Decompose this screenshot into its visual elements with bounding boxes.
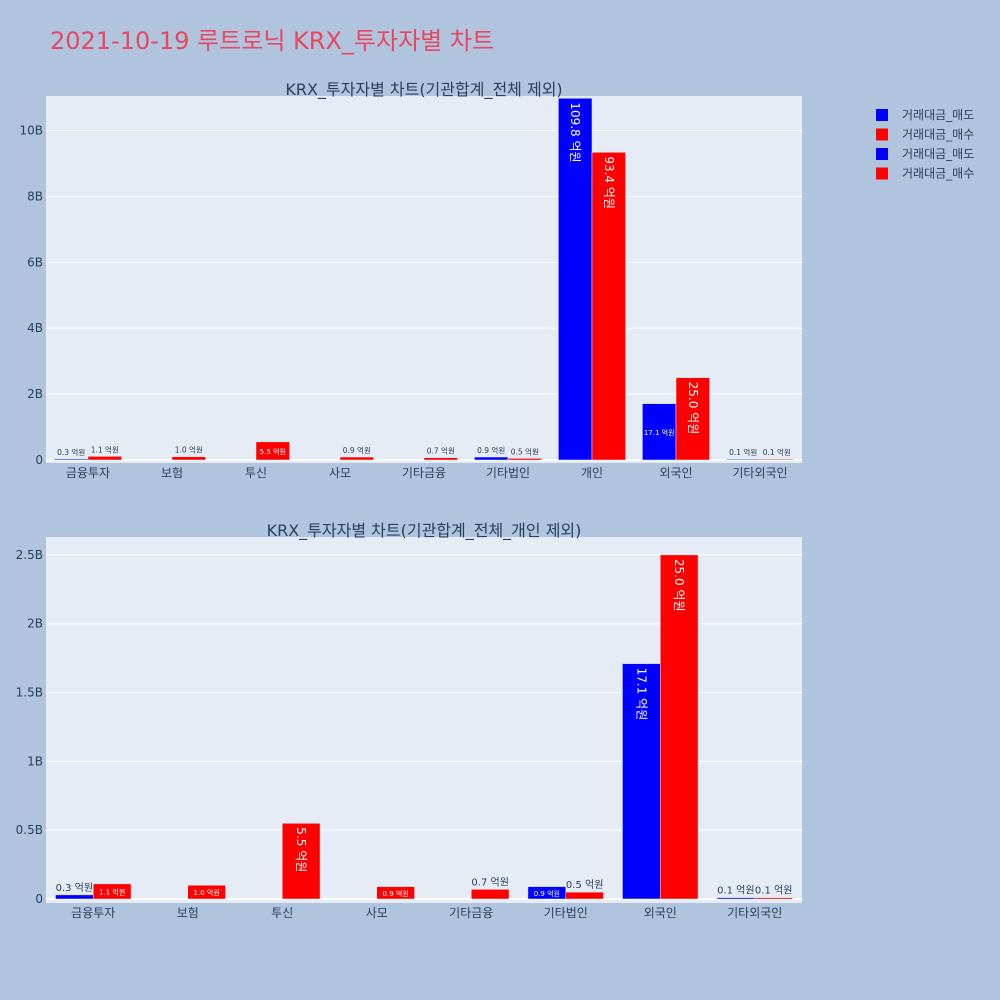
data-label: 93.4 억원 [602, 156, 616, 209]
data-label: 0.1 억원 [729, 448, 757, 457]
bar[interactable] [591, 152, 626, 461]
data-label: 0.3 억원 [56, 882, 93, 894]
data-label: 0.7 억원 [427, 447, 455, 456]
legend-entry[interactable]: 거래대금_매수 [902, 167, 974, 181]
y-tick-label: 6B [27, 255, 43, 269]
x-tick-label: 외국인 [644, 906, 677, 920]
x-tick-label: 기타법인 [544, 906, 588, 920]
data-label: 1.1 억원 [91, 445, 119, 454]
chart-title: KRX_투자자별 차트(기관합계_전체 제외) [285, 80, 562, 100]
x-tick-label: 보험 [177, 906, 199, 920]
y-tick-label: 0.5B [16, 823, 43, 837]
y-tick-label: 0 [35, 892, 43, 906]
bar[interactable] [171, 456, 206, 461]
data-label: 1.0 억원 [194, 888, 220, 897]
bar[interactable] [558, 98, 593, 461]
data-label: 5.5 억원 [294, 827, 308, 872]
legend-entry[interactable]: 거래대금_매도 [902, 108, 974, 122]
legend-swatch[interactable] [876, 109, 888, 121]
data-label: 0.1 억원 [763, 448, 791, 457]
x-tick-label: 개인 [581, 466, 603, 480]
chart-title: KRX_투자자별 차트(기관합계_전체_개인 제외) [267, 521, 582, 541]
data-label: 0.5 억원 [511, 447, 539, 456]
bar[interactable] [54, 458, 89, 461]
bar[interactable] [376, 886, 415, 900]
bar[interactable] [565, 891, 604, 900]
bar[interactable] [759, 458, 794, 461]
data-label: 5.5 억원 [260, 447, 286, 456]
data-label: 109.8 억원 [568, 102, 582, 162]
bar[interactable] [471, 889, 510, 900]
legend-swatch[interactable] [876, 167, 888, 180]
bar[interactable] [507, 458, 542, 461]
x-tick-label: 보험 [161, 466, 183, 480]
bar[interactable] [55, 894, 94, 900]
data-label: 0.1 억원 [755, 885, 792, 897]
x-tick-label: 투신 [271, 906, 293, 920]
y-tick-label: 2.5B [16, 548, 43, 562]
x-tick-label: 기타외국인 [732, 466, 787, 480]
x-tick-label: 금융투자 [66, 466, 110, 480]
bar[interactable] [660, 554, 699, 900]
legend-entry[interactable]: 거래대금_매수 [902, 128, 974, 142]
legend-swatch[interactable] [876, 128, 888, 141]
bar[interactable] [282, 823, 321, 900]
y-tick-label: 2B [27, 617, 43, 631]
x-tick-label: 금융투자 [71, 906, 115, 920]
x-tick-label: 기타법인 [486, 466, 530, 480]
x-tick-label: 기타금융 [449, 906, 493, 920]
chart-bottom: 0 0.5B 1B 1.5B 2B 2.5B KRX_투자자별 차트(기관합계_전체_개인 … [16, 521, 802, 920]
bar[interactable] [642, 403, 677, 461]
data-label: 0.3 억원 [57, 448, 85, 457]
data-label: 0.9 억원 [477, 446, 505, 455]
bar[interactable] [255, 441, 290, 461]
data-label: 1.0 억원 [175, 446, 203, 455]
bar[interactable] [187, 884, 226, 900]
bar[interactable] [754, 897, 793, 900]
bar[interactable] [339, 456, 374, 461]
x-tick-label: 기타외국인 [727, 906, 782, 920]
y-tick-label: 10B [19, 124, 43, 138]
data-label: 0.7 억원 [471, 876, 508, 888]
bar[interactable] [87, 456, 122, 461]
y-tick-label: 4B [27, 321, 43, 335]
y-tick-label: 0 [35, 453, 43, 467]
x-tick-label: 사모 [366, 906, 388, 920]
chart-top: 0 2B 4B 6B 8B 10B KRX_투자자별 차트(기관합계_전체 제외) 금융투자 0… [19, 80, 802, 480]
data-label: 17.1 억원 [644, 428, 675, 437]
data-label: 1.1 억원 [99, 887, 125, 896]
x-tick-label: 투신 [245, 466, 267, 480]
bar[interactable] [93, 883, 132, 900]
bar[interactable] [423, 457, 458, 461]
page-title: 2021-10-19 루트로닉 KRX_투자자별 차트 [50, 27, 494, 55]
legend-swatch[interactable] [876, 148, 888, 160]
y-tick-label: 2B [27, 387, 43, 401]
bar[interactable] [726, 458, 761, 461]
data-label: 17.1 억원 [634, 668, 648, 721]
y-tick-label: 1.5B [16, 686, 43, 700]
y-tick-label: 1B [27, 754, 43, 768]
bar[interactable] [474, 456, 509, 461]
data-label: 0.5 억원 [566, 879, 603, 891]
y-tick-label: 8B [27, 189, 43, 203]
legend-entry[interactable]: 거래대금_매도 [902, 147, 974, 161]
data-label: 25.0 억원 [686, 382, 700, 435]
x-tick-label: 기타금융 [402, 466, 446, 480]
data-label: 0.1 억원 [717, 885, 754, 897]
bar[interactable] [716, 897, 756, 900]
x-tick-label: 사모 [329, 466, 351, 480]
bar[interactable] [675, 377, 710, 461]
x-tick-label: 외국인 [659, 466, 692, 480]
data-label: 0.9 억원 [534, 889, 560, 898]
data-label: 25.0 억원 [672, 559, 686, 612]
data-label: 0.9 억원 [343, 446, 371, 455]
data-label: 0.9 억원 [383, 889, 409, 898]
